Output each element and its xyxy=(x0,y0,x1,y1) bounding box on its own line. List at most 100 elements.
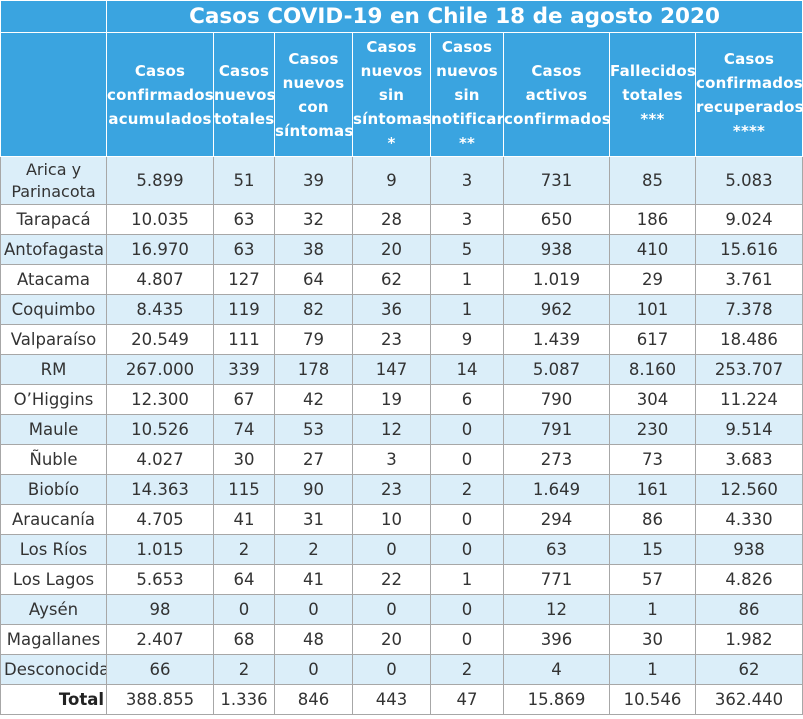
column-header: Casos activos confirmados xyxy=(503,32,610,157)
table-cell: 62 xyxy=(694,654,803,685)
table-row: Valparaíso 20.549 111 79 23 9 1.439 617 18.486 xyxy=(0,324,803,355)
table-cell: 4.826 xyxy=(694,564,803,595)
table-cell: 0 xyxy=(274,654,353,685)
table-cell: 51 xyxy=(213,156,275,205)
table-cell: 0 xyxy=(430,504,504,535)
table-cell: 0 xyxy=(352,534,431,565)
table-row: Biobío 14.363 115 90 23 2 1.649 161 12.560 xyxy=(0,474,803,505)
column-header: Casos nuevos totales xyxy=(213,32,275,157)
table-cell: 12 xyxy=(352,414,431,445)
region-name: Araucanía xyxy=(0,504,107,535)
table-cell: 304 xyxy=(609,384,696,415)
table-cell: 178 xyxy=(274,354,353,385)
region-name: Valparaíso xyxy=(0,324,107,355)
table-cell: 8.435 xyxy=(106,294,214,325)
table-cell: 30 xyxy=(609,624,696,655)
table-cell: 11.224 xyxy=(694,384,803,415)
table-cell: 14.363 xyxy=(106,474,214,505)
table-cell: 119 xyxy=(213,294,275,325)
column-header: Casos nuevos sin síntomas * xyxy=(352,32,431,157)
total-cell: 47 xyxy=(430,684,504,715)
table-cell: 339 xyxy=(213,354,275,385)
table-cell: 0 xyxy=(430,414,504,445)
table-row: RM 267.000 339 178 147 14 5.087 8.160 253.707 xyxy=(0,354,803,385)
table-cell: 1 xyxy=(430,264,504,295)
table-row: Aysén 98 0 0 0 0 12 1 86 xyxy=(0,594,803,625)
table-cell: 12.560 xyxy=(694,474,803,505)
table-cell: 2 xyxy=(274,534,353,565)
table-cell: 48 xyxy=(274,624,353,655)
region-name: Biobío xyxy=(0,474,107,505)
table-cell: 86 xyxy=(694,594,803,625)
table-cell: 1.982 xyxy=(694,624,803,655)
table-cell: 253.707 xyxy=(694,354,803,385)
table-cell: 8.160 xyxy=(609,354,696,385)
table-cell: 396 xyxy=(503,624,610,655)
table-cell: 1 xyxy=(430,564,504,595)
table-cell: 73 xyxy=(609,444,696,475)
table-cell: 86 xyxy=(609,504,696,535)
table-row: Los Ríos 1.015 2 2 0 0 63 15 938 xyxy=(0,534,803,565)
table-cell: 0 xyxy=(352,594,431,625)
table-cell: 16.970 xyxy=(106,234,214,265)
total-cell: 362.440 xyxy=(694,684,803,715)
table-cell: 15.616 xyxy=(694,234,803,265)
table-cell: 1.019 xyxy=(503,264,610,295)
table-cell: 2 xyxy=(213,654,275,685)
table-row: Los Lagos 5.653 64 41 22 1 771 57 4.826 xyxy=(0,564,803,595)
table-row: O’Higgins 12.300 67 42 19 6 790 304 11.224 xyxy=(0,384,803,415)
table-row: Arica y Parinacota 5.899 51 39 9 3 731 85 5.083 xyxy=(0,156,803,205)
table-cell: 791 xyxy=(503,414,610,445)
region-name: Magallanes xyxy=(0,624,107,655)
table-row: Araucanía 4.705 41 31 10 0 294 86 4.330 xyxy=(0,504,803,535)
table-cell: 32 xyxy=(274,204,353,235)
table-row: Atacama 4.807 127 64 62 1 1.019 29 3.761 xyxy=(0,264,803,295)
table-cell: 0 xyxy=(274,594,353,625)
table-cell: 5.087 xyxy=(503,354,610,385)
table-cell: 9 xyxy=(352,156,431,205)
total-cell: 846 xyxy=(274,684,353,715)
total-label: Total xyxy=(0,684,107,715)
table-cell: 4.705 xyxy=(106,504,214,535)
region-name: Desconocida xyxy=(0,654,107,685)
table-cell: 161 xyxy=(609,474,696,505)
table-cell: 731 xyxy=(503,156,610,205)
table-cell: 2 xyxy=(213,534,275,565)
table-cell: 147 xyxy=(352,354,431,385)
table-cell: 53 xyxy=(274,414,353,445)
table-row: Coquimbo 8.435 119 82 36 1 962 101 7.378 xyxy=(0,294,803,325)
table-cell: 90 xyxy=(274,474,353,505)
table-cell: 3 xyxy=(430,156,504,205)
table-cell: 101 xyxy=(609,294,696,325)
table-cell: 15 xyxy=(609,534,696,565)
table-cell: 4.027 xyxy=(106,444,214,475)
table-cell: 9 xyxy=(430,324,504,355)
table-row: Desconocida 66 2 0 0 2 4 1 62 xyxy=(0,654,803,685)
table-row: Tarapacá 10.035 63 32 28 3 650 186 9.024 xyxy=(0,204,803,235)
table-cell: 0 xyxy=(352,654,431,685)
table-row: Ñuble 4.027 30 27 3 0 273 73 3.683 xyxy=(0,444,803,475)
table-cell: 9.514 xyxy=(694,414,803,445)
table-cell: 111 xyxy=(213,324,275,355)
table-cell: 938 xyxy=(503,234,610,265)
region-name: RM xyxy=(0,354,107,385)
total-row: Total 388.855 1.336 846 443 47 15.869 10.546 362… xyxy=(0,684,803,715)
table-cell: 9.024 xyxy=(694,204,803,235)
table-cell: 63 xyxy=(503,534,610,565)
table-cell: 28 xyxy=(352,204,431,235)
table-cell: 1.649 xyxy=(503,474,610,505)
table-row: Magallanes 2.407 68 48 20 0 396 30 1.982 xyxy=(0,624,803,655)
table-row: Maule 10.526 74 53 12 0 791 230 9.514 xyxy=(0,414,803,445)
table-cell: 10.526 xyxy=(106,414,214,445)
table-cell: 1 xyxy=(430,294,504,325)
table-cell: 5.653 xyxy=(106,564,214,595)
table-cell: 3.761 xyxy=(694,264,803,295)
table-cell: 64 xyxy=(213,564,275,595)
table-cell: 790 xyxy=(503,384,610,415)
table-cell: 0 xyxy=(430,534,504,565)
table-cell: 7.378 xyxy=(694,294,803,325)
table-cell: 20 xyxy=(352,234,431,265)
table-cell: 20 xyxy=(352,624,431,655)
table-cell: 79 xyxy=(274,324,353,355)
table-cell: 267.000 xyxy=(106,354,214,385)
